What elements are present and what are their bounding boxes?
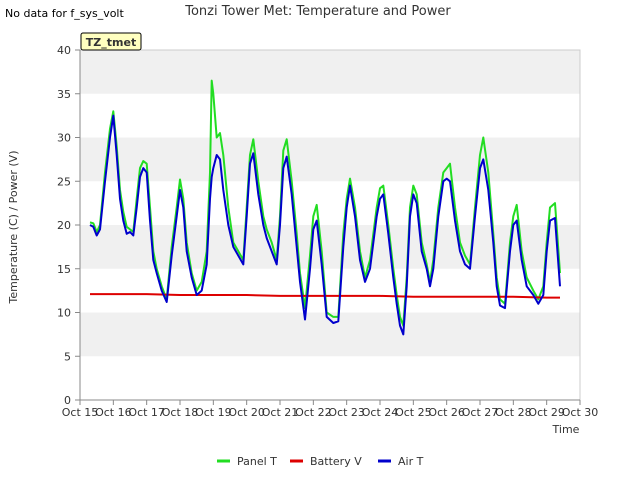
x-tick-label: Oct 19: [195, 406, 232, 419]
y-tick-label: 0: [64, 394, 71, 407]
x-tick-label: Oct 29: [528, 406, 565, 419]
y-tick-label: 25: [57, 175, 71, 188]
x-tick-label: Oct 15: [62, 406, 99, 419]
x-tick-label: Oct 18: [162, 406, 199, 419]
legend-label: Battery V: [310, 455, 362, 468]
chart-title: Tonzi Tower Met: Temperature and Power: [184, 4, 451, 19]
legend: Panel T Battery V Air T: [217, 455, 424, 468]
grid-band: [80, 137, 580, 182]
grid-band: [80, 93, 580, 138]
x-tick-label: Oct 22: [295, 406, 332, 419]
x-tick-label: Oct 20: [228, 406, 265, 419]
x-tick-label: Oct 23: [328, 406, 365, 419]
x-tick-label: Oct 16: [95, 406, 132, 419]
annotation-label: TZ_tmet: [86, 36, 136, 49]
y-tick-label: 40: [57, 44, 71, 57]
x-tick-label: Oct 28: [495, 406, 532, 419]
y-tick-label: 35: [57, 88, 71, 101]
x-tick-label: Oct 21: [262, 406, 299, 419]
grid-band: [80, 356, 580, 400]
x-tick-label: Oct 17: [128, 406, 165, 419]
grid-band: [80, 50, 580, 94]
y-tick-label: 30: [57, 132, 71, 145]
x-tick-label: Oct 24: [362, 406, 399, 419]
y-tick-label: 5: [64, 350, 71, 363]
grid-band: [80, 225, 580, 269]
series-line-battery-v: [90, 293, 560, 299]
legend-label: Air T: [398, 455, 424, 468]
y-tick-label: 20: [57, 219, 71, 232]
x-tick-label: Oct 26: [428, 406, 465, 419]
y-tick-label: 15: [57, 263, 71, 276]
x-axis-label: Time: [552, 423, 580, 436]
x-tick-label: Oct 30: [562, 406, 599, 419]
grid-band: [80, 181, 580, 225]
x-tick-label: Oct 27: [462, 406, 499, 419]
legend-label: Panel T: [237, 455, 277, 468]
annotation-box: TZ_tmet: [80, 32, 142, 51]
y-tick-label: 10: [57, 307, 71, 320]
series-line-air-t: [89, 114, 561, 336]
no-data-note: No data for f_sys_volt: [5, 7, 124, 20]
y-axis-label: Temperature (C) / Power (V): [7, 150, 20, 304]
x-tick-label: Oct 25: [395, 406, 432, 419]
